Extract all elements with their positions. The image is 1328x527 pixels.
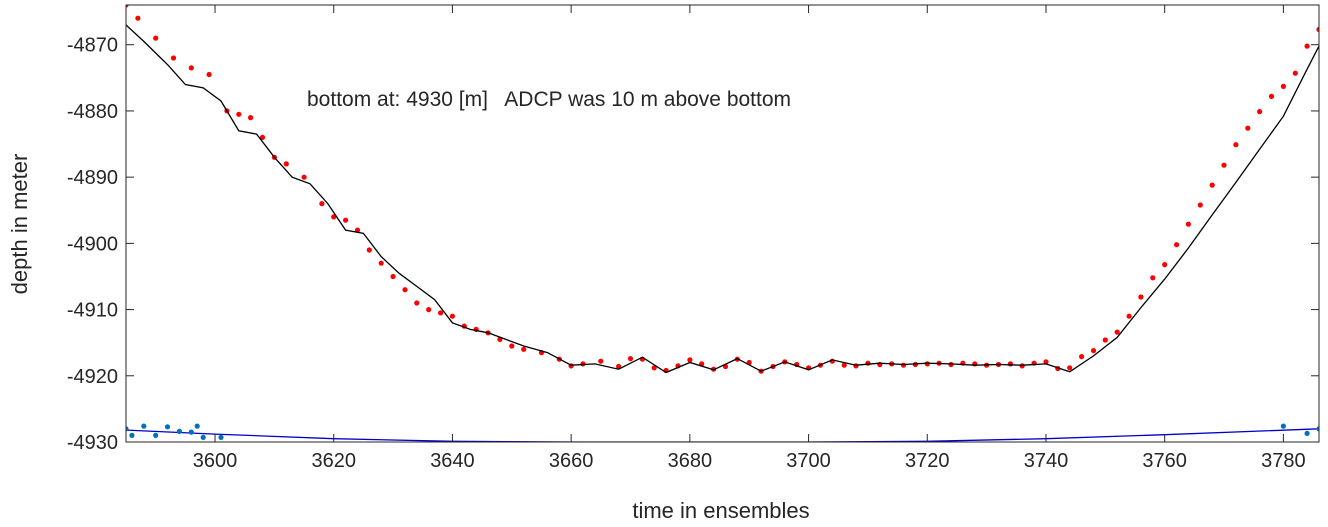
series-0-point bbox=[236, 111, 242, 117]
series-0-point bbox=[1114, 329, 1120, 335]
series-0-point bbox=[1280, 83, 1286, 89]
x-tick-label: 3680 bbox=[668, 450, 713, 472]
plot-area-frame bbox=[125, 4, 1320, 443]
series-0-point bbox=[259, 134, 266, 140]
series-0-point bbox=[1174, 242, 1180, 248]
x-tick-label: 3700 bbox=[786, 450, 831, 472]
series-0-point bbox=[1185, 221, 1191, 227]
series-0-point bbox=[343, 217, 349, 223]
series-0-point bbox=[1221, 162, 1227, 168]
series-0-point bbox=[1245, 125, 1251, 131]
series-3-point bbox=[164, 424, 171, 430]
series-0-point bbox=[414, 300, 420, 306]
series-0-point bbox=[378, 260, 384, 266]
series-3-point bbox=[1316, 426, 1319, 432]
x-tick-label: 3740 bbox=[1024, 450, 1069, 472]
series-3-point bbox=[200, 434, 206, 440]
y-tick-label: -4900 bbox=[67, 233, 118, 255]
series-0-point bbox=[1304, 43, 1310, 49]
series-3-point bbox=[1280, 423, 1286, 429]
series-0-point bbox=[188, 65, 194, 71]
series-0-point bbox=[354, 227, 361, 233]
y-tick-label: -4880 bbox=[67, 101, 118, 123]
series-0-point bbox=[319, 201, 325, 207]
series-0-point bbox=[509, 343, 515, 349]
series-0-point bbox=[900, 362, 907, 368]
series-0-point bbox=[521, 346, 527, 352]
series-0-point bbox=[331, 214, 337, 220]
series-0-point bbox=[1102, 337, 1108, 343]
series-0-point bbox=[1079, 354, 1085, 360]
series-0-point bbox=[1197, 202, 1203, 208]
series-0-point bbox=[1067, 365, 1073, 371]
series-0-point bbox=[366, 247, 372, 253]
series-0-point bbox=[1316, 26, 1319, 33]
series-1-line bbox=[126, 24, 1319, 374]
series-0-point bbox=[170, 55, 177, 61]
x-tick-label: 3720 bbox=[905, 450, 950, 472]
series-0-point bbox=[1292, 70, 1298, 76]
series-0-point bbox=[449, 313, 455, 319]
series-0-point bbox=[616, 363, 622, 370]
x-tick-label: 3660 bbox=[549, 450, 594, 472]
x-tick-label: 3780 bbox=[1261, 450, 1306, 472]
series-0-point bbox=[248, 115, 254, 121]
x-tick-label: 3640 bbox=[430, 450, 475, 472]
series-0-point bbox=[135, 15, 141, 21]
series-0-point bbox=[1233, 142, 1239, 148]
x-tick-label: 3760 bbox=[1142, 450, 1187, 472]
y-tick-label: -4910 bbox=[67, 300, 118, 322]
series-2-line bbox=[126, 428, 1319, 442]
series-3-point bbox=[176, 428, 182, 434]
series-0-point bbox=[283, 161, 289, 167]
y-tick-label: -4890 bbox=[67, 167, 118, 189]
series-0-point bbox=[841, 362, 847, 368]
series-0-point bbox=[1126, 313, 1132, 319]
series-0-point bbox=[390, 273, 396, 280]
series-0-point bbox=[687, 357, 693, 363]
series-3-point bbox=[188, 429, 194, 435]
x-tick-label: 3620 bbox=[311, 450, 356, 472]
series-3-point bbox=[129, 432, 135, 438]
series-0-point bbox=[1043, 359, 1049, 365]
series-0-point bbox=[1150, 275, 1156, 281]
series-3-point bbox=[153, 432, 159, 438]
series-0-point bbox=[853, 363, 859, 369]
series-3-point bbox=[218, 434, 224, 440]
series-0-point bbox=[1019, 363, 1025, 369]
series-0-point bbox=[438, 310, 444, 316]
series-0-point bbox=[1007, 361, 1014, 367]
series-0-point bbox=[1209, 182, 1215, 188]
series-0-point bbox=[1138, 294, 1144, 300]
series-0-point bbox=[627, 356, 634, 362]
y-tick-label: -4930 bbox=[67, 432, 118, 454]
y-tick-label: -4920 bbox=[67, 366, 118, 388]
series-0-point bbox=[126, 5, 129, 8]
plot-marks bbox=[126, 5, 1319, 442]
series-0-point bbox=[865, 360, 871, 366]
x-axis-label: time in ensembles bbox=[632, 498, 809, 523]
y-axis-label: depth in meter bbox=[7, 154, 32, 295]
chart-annotation: bottom at: 4930 [m] ADCP was 10 m above … bbox=[307, 88, 791, 111]
y-tick-label: -4870 bbox=[67, 35, 118, 57]
series-0-point bbox=[1090, 348, 1097, 354]
series-0-point bbox=[153, 35, 159, 41]
series-3-point bbox=[194, 423, 200, 429]
series-3-point bbox=[126, 426, 129, 432]
x-tick-label: 3600 bbox=[193, 450, 238, 472]
series-0-point bbox=[402, 287, 408, 293]
axis-ticks: 3600 3620 3640 3660 3680 3700 3720 3740 3760 3780… bbox=[67, 5, 1319, 472]
series-0-point bbox=[651, 365, 657, 371]
series-3-point bbox=[1304, 430, 1310, 436]
series-0-point bbox=[598, 358, 604, 364]
series-3-point bbox=[141, 423, 147, 429]
series-0-point bbox=[301, 174, 307, 180]
series-0-point bbox=[1162, 262, 1168, 268]
series-0-point bbox=[426, 307, 432, 313]
series-0-point bbox=[206, 71, 212, 78]
series-0-point bbox=[1268, 93, 1275, 99]
series-0-point bbox=[1257, 109, 1263, 115]
